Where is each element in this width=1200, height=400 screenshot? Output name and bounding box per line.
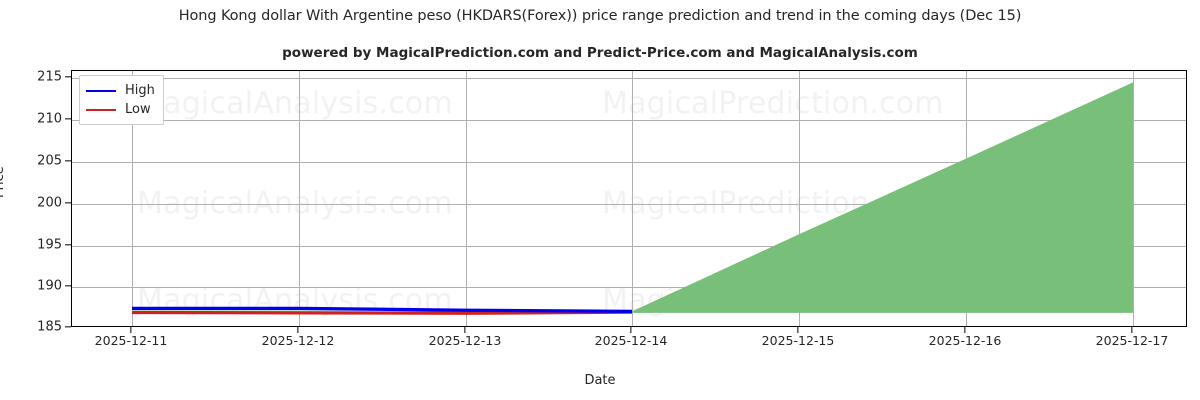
x-tick-mark [630, 327, 632, 333]
x-tick-mark [464, 327, 466, 333]
chart-legend: High Low [79, 75, 164, 125]
low-line [131, 310, 633, 315]
legend-item-low: Low [86, 100, 155, 119]
y-tick-label: 215 [37, 69, 62, 85]
x-tick-mark [297, 327, 299, 333]
y-tick-mark [65, 285, 71, 287]
x-tick-mark [130, 327, 132, 333]
chart-title: Hong Kong dollar With Argentine peso (HK… [178, 8, 1022, 24]
y-tick-label: 205 [37, 153, 62, 169]
y-tick-mark [65, 76, 71, 78]
gridline [72, 120, 1186, 121]
legend-label-low: Low [125, 102, 151, 117]
y-tick-mark [65, 118, 71, 120]
chart-subtitle: powered by MagicalPrediction.com and Pre… [282, 45, 918, 61]
gridline [72, 287, 1186, 288]
y-tick-mark [65, 202, 71, 204]
gridline [299, 71, 300, 326]
y-axis-label: Price [0, 166, 7, 198]
y-tick-mark [65, 160, 71, 162]
y-tick-label: 210 [37, 111, 62, 127]
gridline [72, 246, 1186, 247]
y-tick-label: 185 [37, 319, 62, 335]
x-tick-mark [964, 327, 966, 333]
x-axis-label: Date [584, 373, 616, 388]
gridline [72, 162, 1186, 163]
gridline [72, 78, 1186, 79]
y-tick-label: 190 [37, 278, 62, 294]
legend-color-swatch-low [86, 108, 116, 111]
gridline [799, 71, 800, 326]
x-tick-label: 2025-12-14 [594, 333, 668, 348]
x-tick-label: 2025-12-13 [428, 333, 502, 348]
series-layer [131, 82, 1133, 315]
legend-label-high: High [125, 83, 155, 98]
gridline [466, 71, 467, 326]
plot-area: MagicalAnalysis.com MagicalPrediction.co… [71, 70, 1187, 327]
x-tick-mark [797, 327, 799, 333]
gridline [72, 204, 1186, 205]
x-tick-label: 2025-12-12 [261, 333, 335, 348]
y-tick-label: 195 [37, 237, 62, 253]
gridline [1133, 71, 1134, 326]
high-line [132, 306, 633, 313]
x-tick-label: 2025-12-16 [928, 333, 1002, 348]
x-tick-label: 2025-12-15 [761, 333, 835, 348]
legend-color-swatch-high [86, 89, 116, 92]
x-tick-mark [1131, 327, 1133, 333]
gridline [132, 71, 133, 326]
legend-item-high: High [86, 81, 155, 100]
y-tick-label: 200 [37, 195, 62, 211]
gridline [632, 71, 633, 326]
x-tick-label: 2025-12-17 [1095, 333, 1169, 348]
y-tick-mark [65, 326, 71, 328]
x-tick-label: 2025-12-11 [94, 333, 168, 348]
y-tick-mark [65, 244, 71, 246]
trend-area [632, 82, 1133, 313]
